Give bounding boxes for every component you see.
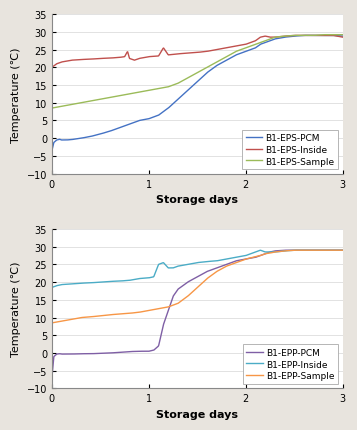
X-axis label: Storage days: Storage days — [156, 409, 238, 419]
Y-axis label: Temperature (℃): Temperature (℃) — [11, 47, 21, 142]
Legend: B1-EPS-PCM, B1-EPS-Inside, B1-EPS-Sample: B1-EPS-PCM, B1-EPS-Inside, B1-EPS-Sample — [242, 130, 338, 170]
Legend: B1-EPP-PCM, B1-EPP-Inside, B1-EPP-Sample: B1-EPP-PCM, B1-EPP-Inside, B1-EPP-Sample — [243, 344, 338, 384]
Y-axis label: Temperature (℃): Temperature (℃) — [11, 261, 21, 356]
X-axis label: Storage days: Storage days — [156, 195, 238, 205]
